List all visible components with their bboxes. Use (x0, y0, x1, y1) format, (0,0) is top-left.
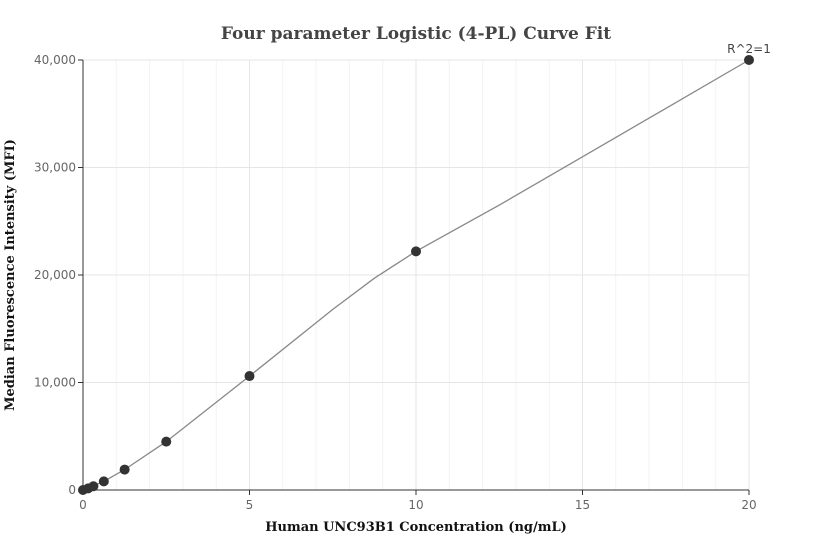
data-point (88, 481, 99, 492)
data-point (744, 55, 754, 65)
x-tick-label: 10 (408, 498, 423, 512)
data-point (244, 371, 255, 382)
r-squared-annotation: R^2=1 (727, 42, 771, 56)
data-point (411, 246, 421, 257)
grid (83, 59, 750, 490)
chart-title: Four parameter Logistic (4-PL) Curve Fit (221, 24, 611, 44)
data-point (98, 476, 109, 487)
data-points-layer (78, 55, 754, 495)
x-tick-label: 5 (246, 498, 254, 512)
y-tick-label: 30,000 (34, 161, 76, 175)
x-axis-label: Human UNC93B1 Concentration (ng/mL) (265, 520, 567, 535)
y-tick-label: 0 (68, 483, 76, 497)
axes: 0 5 10 15 20 0 10,000 20,000 30,000 40,000 (34, 53, 757, 512)
x-tick-label: 0 (79, 498, 87, 512)
y-axis-label: Median Fluorescence Intensity (MFI) (3, 139, 18, 411)
y-tick-label: 20,000 (34, 268, 76, 282)
data-point (119, 464, 130, 475)
data-point (161, 436, 172, 447)
x-tick-label: 20 (741, 498, 756, 512)
y-tick-label: 40,000 (34, 53, 76, 67)
y-tick-label: 10,000 (34, 376, 76, 390)
x-tick-label: 15 (575, 498, 590, 512)
